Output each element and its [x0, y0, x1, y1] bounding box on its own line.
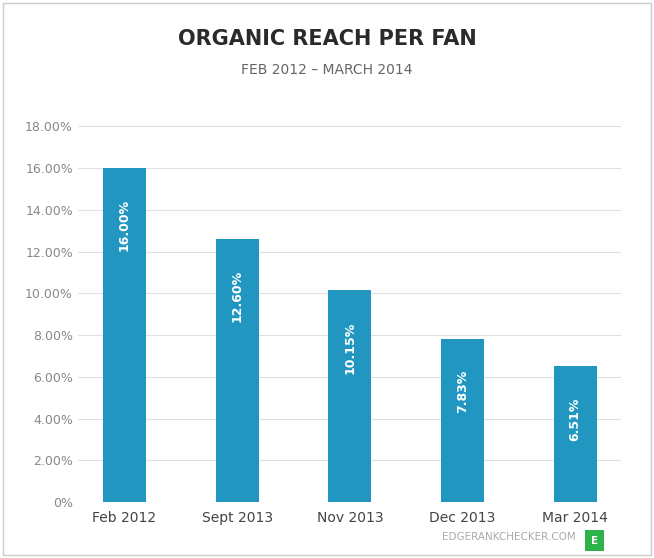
- Text: E: E: [591, 536, 598, 546]
- Text: 16.00%: 16.00%: [118, 199, 131, 252]
- Bar: [441, 339, 484, 502]
- Bar: [328, 290, 371, 502]
- Text: FEB 2012 – MARCH 2014: FEB 2012 – MARCH 2014: [241, 62, 413, 77]
- Bar: [216, 239, 258, 502]
- Text: EDGERANKCHECKER.COM: EDGERANKCHECKER.COM: [441, 532, 576, 542]
- Text: ORGANIC REACH PER FAN: ORGANIC REACH PER FAN: [178, 29, 476, 49]
- Text: 6.51%: 6.51%: [569, 397, 581, 441]
- Text: 10.15%: 10.15%: [343, 321, 356, 374]
- Bar: [103, 168, 146, 502]
- Bar: [554, 366, 596, 502]
- Text: 7.83%: 7.83%: [456, 370, 469, 413]
- Text: 12.60%: 12.60%: [231, 270, 244, 323]
